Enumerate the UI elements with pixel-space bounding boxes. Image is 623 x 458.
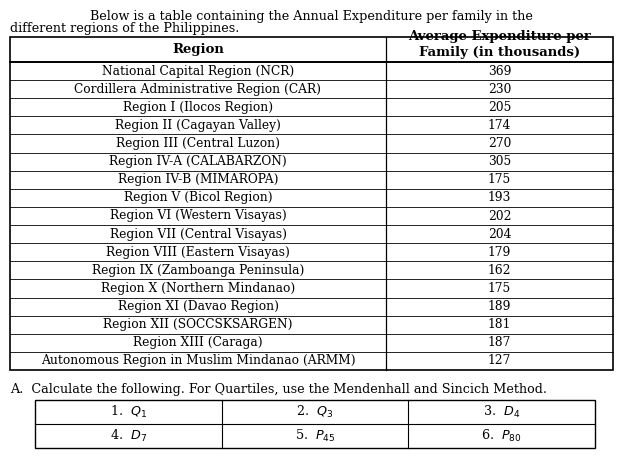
Text: 6.  $P_{80}$: 6. $P_{80}$ — [482, 428, 522, 444]
Text: Region VII (Central Visayas): Region VII (Central Visayas) — [110, 228, 287, 240]
Text: 3.  $D_4$: 3. $D_4$ — [483, 404, 520, 420]
Text: 305: 305 — [488, 155, 511, 168]
Text: 175: 175 — [488, 282, 511, 295]
Text: 175: 175 — [488, 173, 511, 186]
Text: Cordillera Administrative Region (CAR): Cordillera Administrative Region (CAR) — [75, 83, 321, 96]
Text: 270: 270 — [488, 137, 511, 150]
Text: Region XII (SOCCSKSARGEN): Region XII (SOCCSKSARGEN) — [103, 318, 293, 331]
Text: Region VI (Western Visayas): Region VI (Western Visayas) — [110, 209, 287, 223]
Text: 127: 127 — [488, 354, 511, 367]
Text: Region XIII (Caraga): Region XIII (Caraga) — [133, 336, 263, 349]
Text: Below is a table containing the Annual Expenditure per family in the: Below is a table containing the Annual E… — [90, 10, 533, 23]
Text: 369: 369 — [488, 65, 511, 77]
Text: Region XI (Davao Region): Region XI (Davao Region) — [118, 300, 278, 313]
Text: 5.  $P_{45}$: 5. $P_{45}$ — [295, 428, 335, 444]
Text: 187: 187 — [488, 336, 511, 349]
Text: 202: 202 — [488, 209, 511, 223]
Text: 204: 204 — [488, 228, 511, 240]
Text: Autonomous Region in Muslim Mindanao (ARMM): Autonomous Region in Muslim Mindanao (AR… — [40, 354, 355, 367]
Bar — [10, 37, 613, 370]
Text: Region IV-A (CALABARZON): Region IV-A (CALABARZON) — [109, 155, 287, 168]
Text: 174: 174 — [488, 119, 511, 132]
Text: National Capital Region (NCR): National Capital Region (NCR) — [102, 65, 294, 77]
Text: Region V (Bicol Region): Region V (Bicol Region) — [124, 191, 272, 204]
Text: 205: 205 — [488, 101, 511, 114]
Text: 193: 193 — [488, 191, 511, 204]
Text: Average Expenditure per
Family (in thousands): Average Expenditure per Family (in thous… — [408, 30, 591, 59]
Text: 230: 230 — [488, 83, 511, 96]
Text: 189: 189 — [488, 300, 511, 313]
Text: 1.  $Q_1$: 1. $Q_1$ — [110, 404, 147, 420]
Text: Region X (Northern Mindanao): Region X (Northern Mindanao) — [101, 282, 295, 295]
Text: different regions of the Philippines.: different regions of the Philippines. — [10, 22, 239, 35]
Text: 4.  $D_7$: 4. $D_7$ — [110, 428, 147, 444]
Text: 179: 179 — [488, 246, 511, 259]
Text: 162: 162 — [488, 264, 511, 277]
Text: Region IV-B (MIMAROPA): Region IV-B (MIMAROPA) — [118, 173, 278, 186]
Text: Region VIII (Eastern Visayas): Region VIII (Eastern Visayas) — [106, 246, 290, 259]
Text: Region III (Central Luzon): Region III (Central Luzon) — [116, 137, 280, 150]
Text: Region I (Ilocos Region): Region I (Ilocos Region) — [123, 101, 273, 114]
Text: Region: Region — [172, 43, 224, 56]
Text: A.  Calculate the following. For Quartiles, use the Mendenhall and Sincich Metho: A. Calculate the following. For Quartile… — [10, 383, 547, 396]
Text: 2.  $Q_3$: 2. $Q_3$ — [297, 404, 334, 420]
Text: Region II (Cagayan Valley): Region II (Cagayan Valley) — [115, 119, 281, 132]
Text: Region IX (Zamboanga Peninsula): Region IX (Zamboanga Peninsula) — [92, 264, 304, 277]
Bar — [35, 400, 595, 448]
Text: 181: 181 — [488, 318, 511, 331]
